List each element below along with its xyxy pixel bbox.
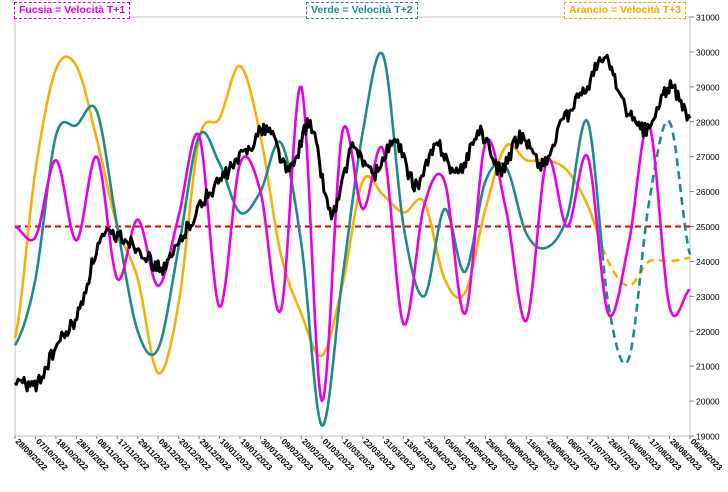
y-tick-label: 27000 [696,152,720,162]
y-tick-labels: 19000 20000 21000 22000 23000 24000 25000 26000… [690,13,720,442]
y-tick-label: 23000 [696,292,720,302]
y-tick-label: 30000 [696,47,720,57]
y-tick-label: 31000 [696,13,720,23]
series-green-line-dashed [601,119,692,365]
series-layer [13,51,692,427]
series-orange-line [13,55,604,375]
y-tick-label: 22000 [696,327,720,337]
series-orange-line-dashed [601,246,691,288]
y-tick-label: 19000 [696,432,720,442]
y-tick-label: 21000 [696,362,720,372]
y-tick-label: 20000 [696,397,720,407]
x-tick-labels: 28/09/202207/10/202218/10/202228/10/2022… [14,436,724,473]
legend-orange: Arancio = Velocità T+3 [564,2,687,19]
legend-green: Verde = Velocità T+2 [306,2,418,19]
y-tick-label: 25000 [696,222,720,232]
legend-fuchsia: Fucsia = Velocità T+1 [14,2,131,19]
series-price-line [13,53,692,393]
y-tick-label: 24000 [696,257,720,267]
y-tick-label: 26000 [696,187,720,197]
y-tick-label: 29000 [696,82,720,92]
y-tick-label: 28000 [696,117,720,127]
series-fuchsia-line [14,85,691,403]
